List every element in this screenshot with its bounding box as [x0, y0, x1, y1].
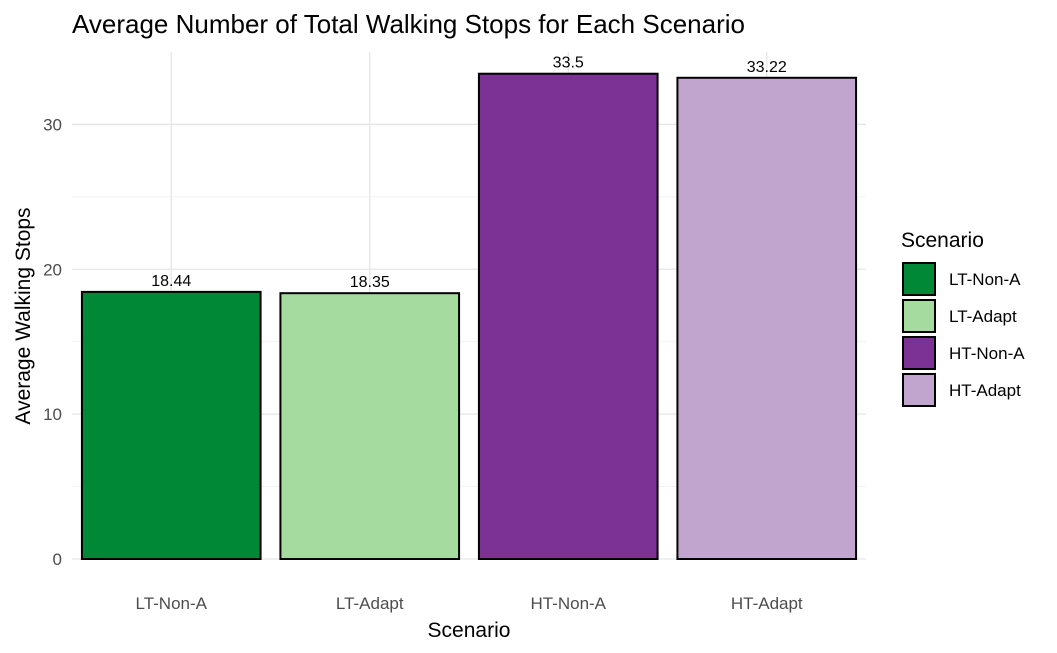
y-tick-label: 0 [53, 550, 62, 569]
x-tick-label: HT-Adapt [731, 594, 803, 613]
bars [80, 72, 858, 560]
legend-title: Scenario [901, 229, 984, 252]
data-label: 18.35 [350, 274, 390, 291]
data-label: 18.44 [151, 273, 191, 290]
bar-ht-adapt [676, 76, 858, 560]
bar-lt-adapt [279, 292, 461, 560]
legend: Scenario LT-Non-A LT-Adapt HT-Non-A HT-Adap… [901, 229, 1025, 407]
bar-lt-non-a [80, 290, 262, 560]
legend-label: HT-Non-A [949, 344, 1025, 363]
legend-key [902, 336, 936, 370]
data-label: 33.5 [553, 55, 584, 72]
y-tick-label: 10 [43, 405, 62, 424]
x-axis-ticks: LT-Non-A LT-Adapt HT-Non-A HT-Adapt [136, 594, 803, 613]
y-axis-ticks: 0 10 20 30 [43, 115, 62, 569]
y-tick-label: 20 [43, 260, 62, 279]
legend-key [902, 299, 936, 333]
legend-key [902, 262, 936, 296]
x-tick-label: HT-Non-A [530, 594, 606, 613]
legend-key [902, 373, 936, 407]
x-tick-label: LT-Non-A [136, 594, 208, 613]
x-axis-title: Scenario [428, 619, 511, 642]
chart-title: Average Number of Total Walking Stops fo… [72, 9, 745, 39]
y-axis-title: Average Walking Stops [12, 207, 35, 424]
y-tick-label: 30 [43, 115, 62, 134]
data-labels: 18.44 18.35 33.5 33.22 [151, 55, 787, 291]
x-tick-label: LT-Adapt [336, 594, 404, 613]
bar-ht-non-a [477, 72, 659, 560]
legend-label: HT-Adapt [949, 381, 1021, 400]
legend-label: LT-Adapt [949, 307, 1017, 326]
legend-label: LT-Non-A [949, 270, 1021, 289]
data-label: 33.22 [747, 59, 787, 76]
